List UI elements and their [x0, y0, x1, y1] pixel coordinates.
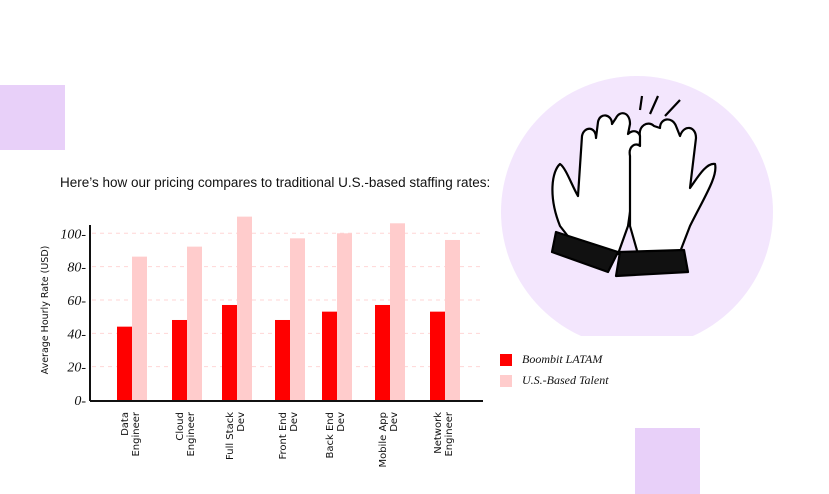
- bar-latam: [117, 326, 132, 400]
- bar-us: [337, 233, 352, 400]
- hands-icon: [550, 95, 717, 278]
- y-tick-label: 60-: [67, 294, 86, 309]
- legend-label: U.S.-Based Talent: [522, 373, 609, 387]
- y-tick-label: 40-: [67, 327, 86, 342]
- bar-latam: [375, 304, 390, 400]
- x-tick-label: DataEngineer: [120, 411, 142, 456]
- legend-label: Boombit LATAM: [522, 352, 603, 366]
- x-tick-label: NetworkEngineer: [433, 411, 455, 456]
- y-tick-label: 100-: [60, 227, 86, 242]
- bar-us: [390, 223, 405, 400]
- decor-square-right: [635, 428, 700, 494]
- decor-square-left: [0, 85, 65, 150]
- x-tick-label: Full StackDev: [225, 412, 247, 460]
- bar-latam: [222, 304, 237, 400]
- legend-swatch: [500, 353, 512, 366]
- bar-latam: [275, 319, 290, 400]
- x-tick-label: CloudEngineer: [175, 411, 197, 456]
- x-tick-label: Back EndDev: [325, 412, 347, 459]
- x-tick-label: Mobile AppDev: [378, 412, 400, 468]
- bar-us: [237, 216, 252, 400]
- y-tick-label: 20-: [67, 361, 86, 376]
- high-five-illustration: [501, 76, 773, 336]
- legend-swatch: [500, 374, 512, 387]
- x-tick-label: Front EndDev: [278, 412, 300, 460]
- legend-item-latam: Boombit LATAM: [500, 352, 602, 367]
- bar-us: [132, 256, 147, 400]
- legend-item-us: U.S.-Based Talent: [500, 373, 609, 388]
- bar-latam: [430, 311, 445, 400]
- bar-us: [187, 246, 202, 400]
- bar-latam: [322, 311, 337, 400]
- y-tick-label: 0-: [74, 394, 86, 409]
- bar-us: [290, 238, 305, 400]
- bar-us: [445, 239, 460, 400]
- y-axis-label: Average Hourly Rate (USD): [40, 246, 51, 375]
- y-tick-label: 80-: [67, 261, 86, 276]
- bar-latam: [172, 319, 187, 400]
- intro-text: Here’s how our pricing compares to tradi…: [60, 175, 491, 190]
